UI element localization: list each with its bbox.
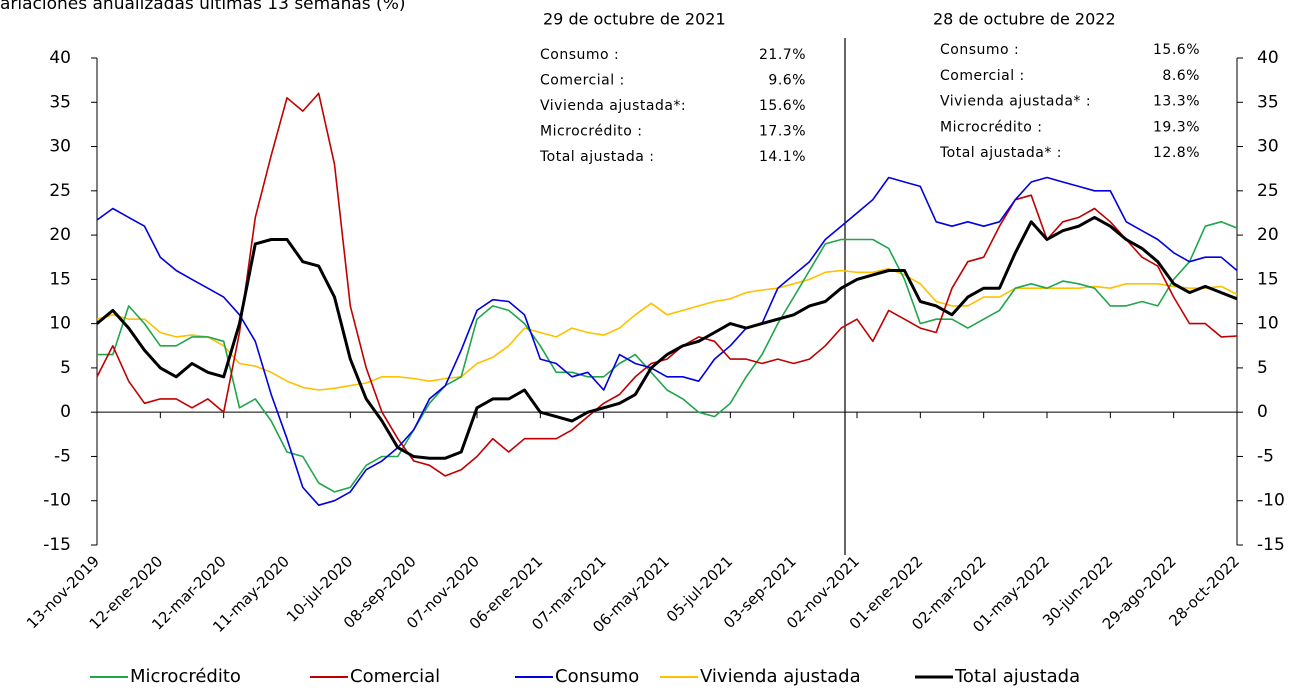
y2-tick-label: -10 [1257,491,1285,511]
series-line [96,176,1238,506]
legend-label: Comercial [350,666,440,687]
series-line [96,215,1238,460]
y-tick-label: 30 [49,137,71,157]
annotation-value: 13.3% [1153,94,1200,110]
annotation-title: 29 de octubre de 2021 [543,10,726,29]
annotation-label: Vivienda ajustada*: [540,98,686,114]
annotation-title: 28 de octubre de 2022 [933,10,1116,29]
series-line [97,221,1238,493]
series-line [96,267,1238,391]
y-tick-label: 5 [60,358,71,378]
legend-label: Total ajustada [954,666,1080,687]
annotation-value: 9.6% [768,73,806,89]
legend-label: Vivienda ajustada [700,666,861,687]
y-tick-label: 15 [49,269,71,289]
y-tick-label: -15 [43,535,71,555]
annotation-label: Comercial : [540,73,625,89]
annotation-label: Comercial : [940,68,1025,84]
y2-tick-label: 40 [1257,48,1279,68]
y2-tick-label: 25 [1257,181,1279,201]
annotation-label: Microcrédito : [540,124,642,140]
chart-title: ariaciones anualizadas últimas 13 semana… [0,0,405,14]
y2-tick-label: 30 [1257,137,1279,157]
annotation-value: 17.3% [759,124,806,140]
annotation-value: 15.6% [1153,42,1200,58]
series-line [96,92,1238,477]
y2-tick-label: 20 [1257,225,1279,245]
annotation-label: Consumo : [940,42,1019,58]
y2-tick-label: 35 [1257,92,1279,112]
annotation-label: Total ajustada* : [939,145,1062,161]
y2-tick-label: 5 [1257,358,1268,378]
y-tick-label: -10 [43,491,71,511]
annotation-label: Total ajustada : [539,149,654,165]
y2-tick-label: -15 [1257,535,1285,555]
y2-tick-label: -5 [1257,446,1274,466]
annotation-value: 8.6% [1162,68,1200,84]
annotation-value: 14.1% [759,149,806,165]
y-tick-label: 0 [60,402,71,422]
y2-tick-label: 0 [1257,402,1268,422]
annotation-value: 12.8% [1153,145,1200,161]
annotation-value: 19.3% [1153,119,1200,135]
annotation-label: Microcrédito : [940,119,1042,135]
annotation-value: 21.7% [759,47,806,63]
annotation-label: Vivienda ajustada* : [940,94,1091,110]
annotation-value: 15.6% [759,98,806,114]
legend-label: Consumo [555,666,639,687]
y-tick-label: 40 [49,48,71,68]
y-tick-label: 10 [49,314,71,334]
y-tick-label: 25 [49,181,71,201]
y-tick-label: 20 [49,225,71,245]
annotation-label: Consumo : [540,47,619,63]
y2-tick-label: 10 [1257,314,1279,334]
legend-label: Microcrédito [130,666,241,687]
y-tick-label: 35 [49,92,71,112]
y2-tick-label: 15 [1257,269,1279,289]
y-tick-label: -5 [54,446,71,466]
